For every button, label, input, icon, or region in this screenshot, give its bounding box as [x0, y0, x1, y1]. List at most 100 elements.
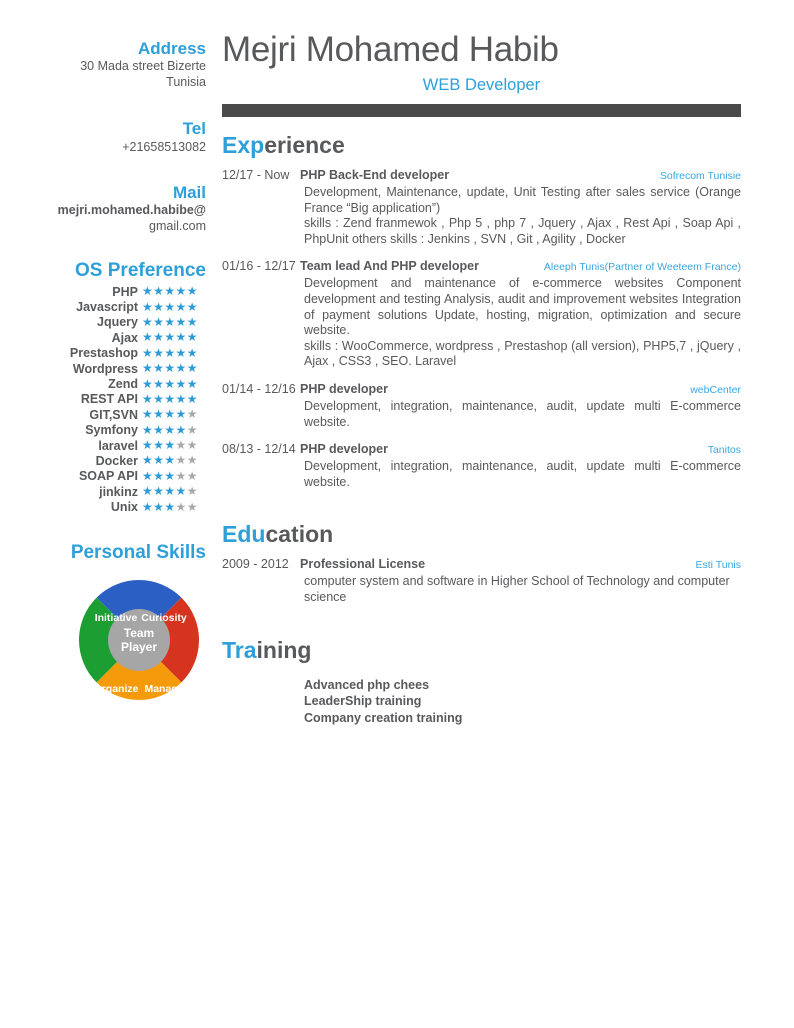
star-filled-icon: ★	[153, 361, 165, 376]
entry-header: 01/16 - 12/17 Team lead And PHP developer…	[222, 258, 741, 276]
os-preference-heading: OS Preference	[75, 260, 206, 281]
star-filled-icon: ★	[175, 314, 187, 329]
skill-label: Unix	[110, 500, 138, 515]
training-section-title: Training	[222, 635, 741, 665]
entry-body-paragraph: skills : Zend franmewok , Php 5 , php 7 …	[304, 216, 741, 246]
star-filled-icon: ★	[175, 484, 187, 499]
entry-title: Team lead And PHP developer	[300, 259, 479, 274]
personal-skills-donut-chart: Initiative Curiosity Organize Manage Tea…	[74, 575, 204, 705]
entry-body-paragraph: Development, integration, maintenance, a…	[304, 398, 741, 429]
star-filled-icon: ★	[153, 438, 165, 453]
star-filled-icon: ★	[175, 422, 187, 437]
skill-rating-stars: ★★★★★	[142, 315, 206, 330]
star-filled-icon: ★	[153, 484, 165, 499]
star-filled-icon: ★	[153, 299, 165, 314]
star-filled-icon: ★	[153, 284, 165, 299]
entry-organization: Sofrecom Tunisie	[659, 170, 741, 182]
skills-list: PHP ★★★★★ Javascript ★★★★★ Jquery ★★★★★ Ajax ★★…	[0, 284, 206, 515]
resume-entry: 12/17 - Now PHP Back-End developer Sofreco…	[222, 167, 741, 247]
resume-entry: 01/14 - 12/16 PHP developer webCenter Devel…	[222, 381, 741, 430]
star-empty-icon: ★	[186, 499, 198, 514]
skill-row: Zend ★★★★★	[0, 376, 206, 392]
entry-title: Professional License	[300, 557, 426, 572]
donut-svg: Initiative Curiosity Organize Manage Tea…	[79, 579, 199, 700]
entry-organization: webCenter	[690, 383, 741, 396]
star-filled-icon: ★	[164, 330, 176, 345]
skill-label: PHP	[112, 284, 138, 299]
star-filled-icon: ★	[142, 499, 154, 514]
skill-rating-stars: ★★★★★	[142, 469, 206, 484]
donut-label-initiative: Initiative	[95, 612, 138, 624]
resume-entry: 08/13 - 12/14 PHP developer Tanitos Develop…	[222, 441, 741, 490]
skill-row: Docker ★★★★★	[0, 453, 206, 468]
star-filled-icon: ★	[164, 499, 176, 514]
skill-rating-stars: ★★★★★	[142, 407, 206, 422]
entry-title: PHP Back-End developer	[300, 168, 450, 182]
address-line-1: 30 Mada street Bizerte	[80, 59, 206, 73]
star-filled-icon: ★	[164, 284, 176, 299]
donut-center-line-1: Team	[124, 626, 154, 640]
star-filled-icon: ★	[142, 391, 154, 406]
skill-label: Javascript	[76, 300, 138, 315]
skill-label: Wordpress	[72, 361, 138, 376]
star-filled-icon: ★	[164, 468, 176, 483]
star-filled-icon: ★	[142, 330, 154, 345]
skill-rating-stars: ★★★★★	[142, 361, 206, 376]
experience-entry-list: 12/17 - Now PHP Back-End developer Sofreco…	[222, 167, 741, 490]
star-empty-icon: ★	[175, 468, 187, 483]
star-empty-icon: ★	[186, 453, 198, 468]
star-filled-icon: ★	[142, 376, 154, 391]
skill-label: REST API	[80, 392, 138, 407]
skill-row: Prestashop ★★★★★	[0, 346, 206, 361]
experience-section-title: Experience	[222, 130, 741, 160]
entry-body-paragraph: Development, Maintenance, update, Unit T…	[304, 185, 741, 215]
donut-label-manage: Manage	[144, 683, 183, 695]
star-filled-icon: ★	[175, 407, 187, 422]
skill-rating-stars: ★★★★★	[142, 484, 206, 499]
star-filled-icon: ★	[153, 391, 165, 406]
star-filled-icon: ★	[142, 484, 154, 499]
entry-spacer	[222, 370, 741, 381]
star-filled-icon: ★	[164, 345, 176, 360]
entry-organization: Aleeph Tunis(Partner of Weeteem France)	[543, 261, 741, 274]
address-line-2: Tunisia	[166, 74, 206, 89]
skill-row: GIT,SVN ★★★★★	[0, 407, 206, 422]
entry-organization: Esti Tunis	[695, 559, 741, 572]
skill-rating-stars: ★★★★★	[142, 438, 206, 453]
star-filled-icon: ★	[142, 284, 154, 299]
skill-row: Jquery ★★★★★	[0, 315, 206, 330]
education-title-highlight: Edu	[222, 521, 266, 548]
donut-center-circle	[108, 608, 170, 671]
star-empty-icon: ★	[186, 407, 198, 422]
skill-label: Jquery	[97, 315, 138, 330]
resume-entry: 01/16 - 12/17 Team lead And PHP developer…	[222, 258, 741, 370]
star-filled-icon: ★	[153, 314, 165, 329]
skill-label: Symfony	[85, 423, 138, 438]
star-empty-icon: ★	[186, 422, 198, 437]
skill-label: Docker	[95, 453, 138, 468]
skill-label: Prestashop	[69, 346, 138, 361]
skill-rating-stars: ★★★★★	[142, 453, 206, 468]
experience-title-highlight: Exp	[222, 132, 265, 158]
skill-row: Ajax ★★★★★	[0, 330, 206, 345]
training-title-rest: ining	[256, 636, 312, 663]
star-filled-icon: ★	[153, 330, 165, 345]
star-filled-icon: ★	[175, 345, 187, 360]
main-content: Mejri Mohamed Habib WEB Developer Experi…	[222, 0, 741, 726]
star-filled-icon: ★	[164, 314, 176, 329]
skill-rating-stars: ★★★★★	[142, 330, 206, 345]
star-filled-icon: ★	[142, 407, 154, 422]
skill-label: SOAP API	[78, 469, 138, 484]
star-filled-icon: ★	[175, 299, 187, 314]
star-filled-icon: ★	[142, 361, 154, 376]
entry-date: 08/13 - 12/14	[222, 442, 296, 457]
star-filled-icon: ★	[175, 284, 187, 299]
entry-date: 01/16 - 12/17	[222, 259, 296, 274]
star-empty-icon: ★	[175, 453, 187, 468]
skill-label: Ajax	[111, 330, 138, 345]
star-filled-icon: ★	[175, 376, 187, 391]
donut-label-curiosity: Curiosity	[141, 612, 187, 624]
skill-rating-stars: ★★★★★	[142, 346, 206, 361]
tel-heading: Tel	[182, 119, 206, 138]
star-filled-icon: ★	[153, 376, 165, 391]
